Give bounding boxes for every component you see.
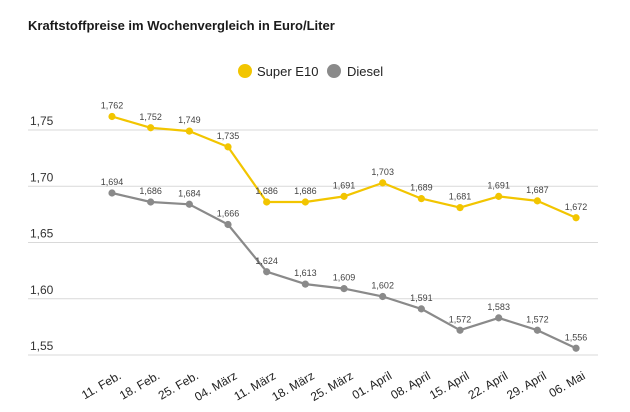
data-point-super-e10 <box>533 197 541 205</box>
data-label-super-e10: 1,691 <box>333 180 356 190</box>
data-label-diesel: 1,556 <box>565 332 588 342</box>
data-label-super-e10: 1,691 <box>487 180 510 190</box>
x-tick-label: 15. April <box>427 368 472 402</box>
data-label-super-e10: 1,689 <box>410 183 433 193</box>
data-point-diesel <box>533 326 541 334</box>
data-point-diesel <box>263 268 271 276</box>
data-label-diesel: 1,684 <box>178 188 201 198</box>
data-point-super-e10 <box>340 192 348 200</box>
x-tick-label: 29. April <box>504 368 549 402</box>
data-label-diesel: 1,694 <box>101 177 124 187</box>
data-label-super-e10: 1,749 <box>178 115 201 125</box>
data-point-super-e10 <box>147 124 155 132</box>
y-axis-ticks: 1,55 1,60 1,65 1,70 1,75 <box>30 114 54 353</box>
data-point-diesel <box>456 326 464 334</box>
data-point-super-e10 <box>495 192 503 200</box>
x-tick-label: 25. Feb. <box>156 368 201 402</box>
gridlines <box>28 129 598 356</box>
legend-label-super-e10: Super E10 <box>257 64 318 79</box>
x-tick-label: 18. Feb. <box>117 368 162 402</box>
data-label-super-e10: 1,681 <box>449 192 472 202</box>
data-point-super-e10 <box>456 204 464 212</box>
x-tick-label: 18. März <box>269 368 316 403</box>
data-point-diesel <box>185 200 193 208</box>
data-point-diesel <box>379 292 387 301</box>
y-tick-label: 1,55 <box>30 339 54 353</box>
series-lines <box>108 112 580 352</box>
data-label-super-e10: 1,687 <box>526 185 549 195</box>
data-label-super-e10: 1,686 <box>294 186 317 196</box>
data-point-diesel <box>495 314 503 322</box>
x-tick-label: 06. Mai <box>546 368 587 400</box>
x-tick-label: 08. April <box>388 368 433 402</box>
data-label-diesel: 1,572 <box>449 314 472 324</box>
legend-marker-diesel <box>327 64 341 78</box>
data-point-super-e10 <box>301 198 309 206</box>
data-label-diesel: 1,613 <box>294 268 317 278</box>
y-tick-label: 1,70 <box>30 170 54 184</box>
data-point-super-e10 <box>572 214 580 222</box>
legend-label-diesel: Diesel <box>347 64 383 79</box>
x-tick-label: 11. März <box>232 368 279 403</box>
data-label-diesel: 1,572 <box>526 314 549 324</box>
data-point-super-e10 <box>185 127 193 135</box>
data-label-diesel: 1,602 <box>371 281 394 291</box>
data-label-super-e10: 1,703 <box>371 167 394 177</box>
x-tick-label: 25. März <box>308 368 355 403</box>
data-point-super-e10 <box>263 198 271 206</box>
data-point-diesel <box>147 198 155 206</box>
data-label-diesel: 1,666 <box>217 209 240 219</box>
data-point-super-e10 <box>224 143 232 151</box>
y-tick-label: 1,65 <box>30 227 54 241</box>
data-label-diesel: 1,591 <box>410 293 433 303</box>
data-point-diesel <box>108 189 116 197</box>
data-point-diesel <box>301 280 309 288</box>
legend-marker-super-e10 <box>238 64 252 78</box>
data-label-diesel: 1,609 <box>333 273 356 283</box>
x-tick-label: 01. April <box>350 368 395 402</box>
x-tick-label: 11. Feb. <box>79 368 123 402</box>
data-label-diesel: 1,624 <box>255 256 278 266</box>
legend: Super E10 Diesel <box>238 64 383 79</box>
y-tick-label: 1,60 <box>30 283 54 297</box>
chart-title: Kraftstoffpreise im Wochenvergleich in E… <box>28 18 335 33</box>
data-label-super-e10: 1,762 <box>101 101 124 111</box>
data-label-diesel: 1,583 <box>487 302 510 312</box>
data-point-super-e10 <box>417 195 425 203</box>
data-point-diesel <box>224 220 232 229</box>
data-label-super-e10: 1,735 <box>217 131 240 141</box>
x-tick-label: 22. April <box>466 368 511 402</box>
data-point-diesel <box>417 305 425 313</box>
data-point-super-e10 <box>379 179 387 187</box>
series-line-diesel <box>111 191 577 350</box>
data-label-super-e10: 1,752 <box>139 112 162 122</box>
data-label-super-e10: 1,672 <box>565 202 588 212</box>
x-tick-label: 04. März <box>192 368 239 403</box>
data-label-diesel: 1,686 <box>139 186 162 196</box>
data-point-super-e10 <box>108 112 116 121</box>
data-point-diesel <box>572 344 580 352</box>
data-point-diesel <box>340 285 348 293</box>
data-labels: 1,762 1,752 1,749 1,735 1,686 1,686 1,691 1,703… <box>101 101 588 343</box>
data-label-super-e10: 1,686 <box>255 186 278 196</box>
y-tick-label: 1,75 <box>30 114 54 128</box>
series-line-super-e10 <box>111 115 577 219</box>
